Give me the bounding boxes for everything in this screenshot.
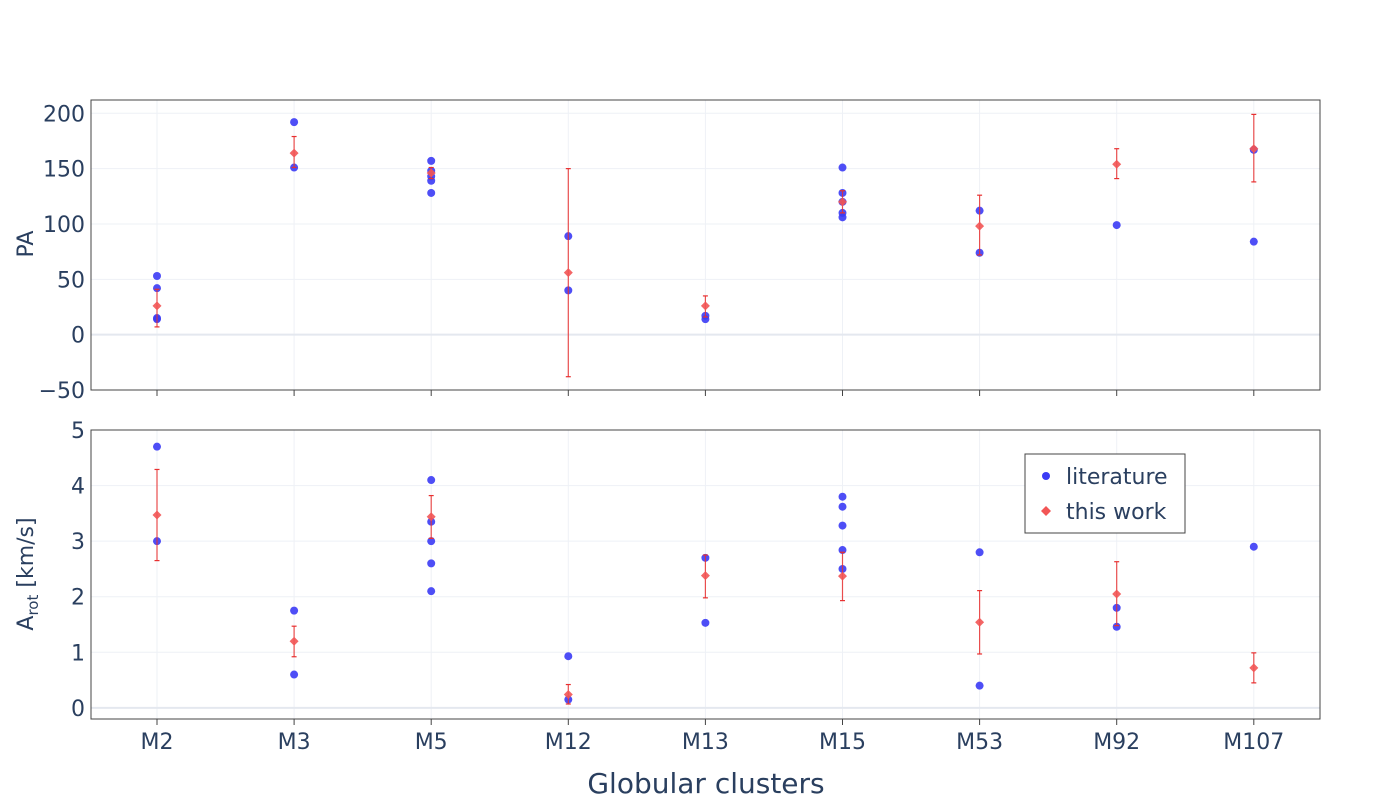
pa-this-work-point-m15 — [838, 197, 847, 207]
arot-this-work-point-m92 — [1112, 589, 1122, 599]
arot-y-tick-label-3: 3 — [71, 530, 85, 555]
arot-this-work-point-m15 — [838, 571, 847, 581]
arot-x-ticks: M2 M3 M5 M12 M13 M15 M53 M92 M107 — [141, 719, 1284, 755]
arot-this-work-point-m13 — [700, 571, 710, 581]
pa-y-tick-label-150: 150 — [43, 158, 85, 183]
arot-literature-point — [975, 681, 984, 690]
legend-this-work-marker — [1041, 506, 1051, 516]
arot-literature-point — [153, 442, 161, 451]
pa-x-ticks — [156, 390, 1255, 396]
arot-this-work-point-m12 — [563, 690, 573, 700]
x-tick-label-m107: M107 — [1223, 730, 1284, 755]
x-tick-label-m13: M13 — [682, 730, 729, 755]
arot-literature-point — [290, 606, 299, 615]
arot-literature-point — [701, 618, 710, 627]
arot-y-tick-label-1: 1 — [71, 641, 85, 666]
pa-panel: −50 0 50 100 150 200 PA — [14, 99, 1321, 404]
legend-this-work-label: this work — [1066, 500, 1167, 525]
pa-y-tick-label-100: 100 — [43, 213, 85, 238]
arot-literature-point — [838, 521, 847, 530]
arot-literature-point — [290, 670, 299, 679]
pa-literature-point — [1249, 237, 1258, 246]
pa-this-work-point-m5 — [426, 168, 436, 178]
arot-this-work-point-m5 — [426, 512, 436, 522]
x-tick-label-m15: M15 — [819, 730, 866, 755]
arot-literature-point — [427, 537, 436, 546]
pa-this-work-point-m13 — [700, 301, 710, 311]
arot-literature-point — [427, 587, 436, 596]
pa-this-work-point-m3 — [289, 148, 299, 158]
pa-literature-point — [838, 163, 847, 172]
pa-y-tick-label-200: 200 — [43, 102, 85, 127]
arot-this-work-point-m53 — [975, 617, 985, 627]
arot-literature-point — [1249, 542, 1258, 551]
arot-literature-point — [1112, 622, 1121, 631]
arot-y-axis-title: Arot [km/s] — [14, 517, 42, 630]
pa-y-axis-title: PA — [14, 231, 39, 258]
legend-box — [1024, 453, 1186, 534]
pa-this-work-point-m107 — [1249, 144, 1259, 154]
pa-y-tick-label-50: 50 — [57, 268, 85, 293]
arot-y-tick-label-0: 0 — [71, 697, 85, 722]
pa-literature-point — [153, 271, 161, 280]
pa-this-work-point-m12 — [563, 268, 573, 278]
pa-literature-point — [838, 213, 847, 222]
arot-y-tick-label-4: 4 — [71, 475, 85, 500]
arot-this-work-point-m107 — [1249, 663, 1259, 673]
pa-marks — [152, 113, 1259, 378]
x-tick-label-m2: M2 — [141, 730, 174, 755]
x-tick-label-m3: M3 — [278, 730, 311, 755]
pa-literature-point — [427, 188, 436, 197]
arot-y-tick-label-2: 2 — [71, 586, 85, 611]
arot-literature-point — [427, 559, 436, 568]
pa-literature-point — [290, 118, 299, 127]
arot-panel: 0 1 2 3 4 5 M2 M3 M5 M12 M13 M15 M53 M92 M107 Arot [k… — [14, 419, 1321, 755]
pa-this-work-point-m2 — [152, 301, 162, 311]
arot-literature-point — [975, 548, 984, 557]
legend: literature this work — [1024, 453, 1186, 534]
pa-literature-point — [1112, 221, 1121, 230]
arot-marks — [152, 442, 1259, 705]
x-tick-label-m5: M5 — [415, 730, 448, 755]
arot-y-tick-label-5: 5 — [71, 419, 85, 444]
arot-y-axis-title-sub: rot — [24, 595, 42, 616]
x-tick-label-m53: M53 — [956, 730, 1003, 755]
pa-frame — [90, 99, 1321, 391]
pa-y-tick-label-0: 0 — [71, 324, 85, 349]
legend-literature-marker — [1042, 472, 1050, 480]
arot-y-ticks: 0 1 2 3 4 5 — [71, 419, 85, 722]
pa-y-tick-label-neg50: −50 — [39, 379, 85, 404]
arot-literature-point — [838, 502, 847, 511]
arot-this-work-point-m3 — [289, 636, 299, 646]
pa-y-ticks: −50 0 50 100 150 200 — [39, 102, 85, 404]
arot-literature-point — [427, 476, 436, 485]
x-tick-label-m12: M12 — [545, 730, 592, 755]
arot-frame — [90, 429, 1321, 720]
pa-literature-point — [427, 156, 436, 165]
legend-literature-label: literature — [1066, 465, 1168, 490]
arot-y-axis-title-unit: [km/s] — [14, 517, 39, 594]
pa-this-work-point-m92 — [1112, 159, 1122, 169]
arot-literature-point — [838, 492, 847, 501]
x-axis-title: Globular clusters — [587, 767, 824, 800]
x-tick-label-m92: M92 — [1093, 730, 1140, 755]
pa-literature-point — [153, 284, 161, 293]
arot-y-axis-title-main: A — [14, 616, 39, 631]
arot-literature-point — [564, 652, 573, 661]
arot-this-work-point-m2 — [152, 510, 162, 520]
pa-this-work-point-m53 — [975, 221, 985, 231]
